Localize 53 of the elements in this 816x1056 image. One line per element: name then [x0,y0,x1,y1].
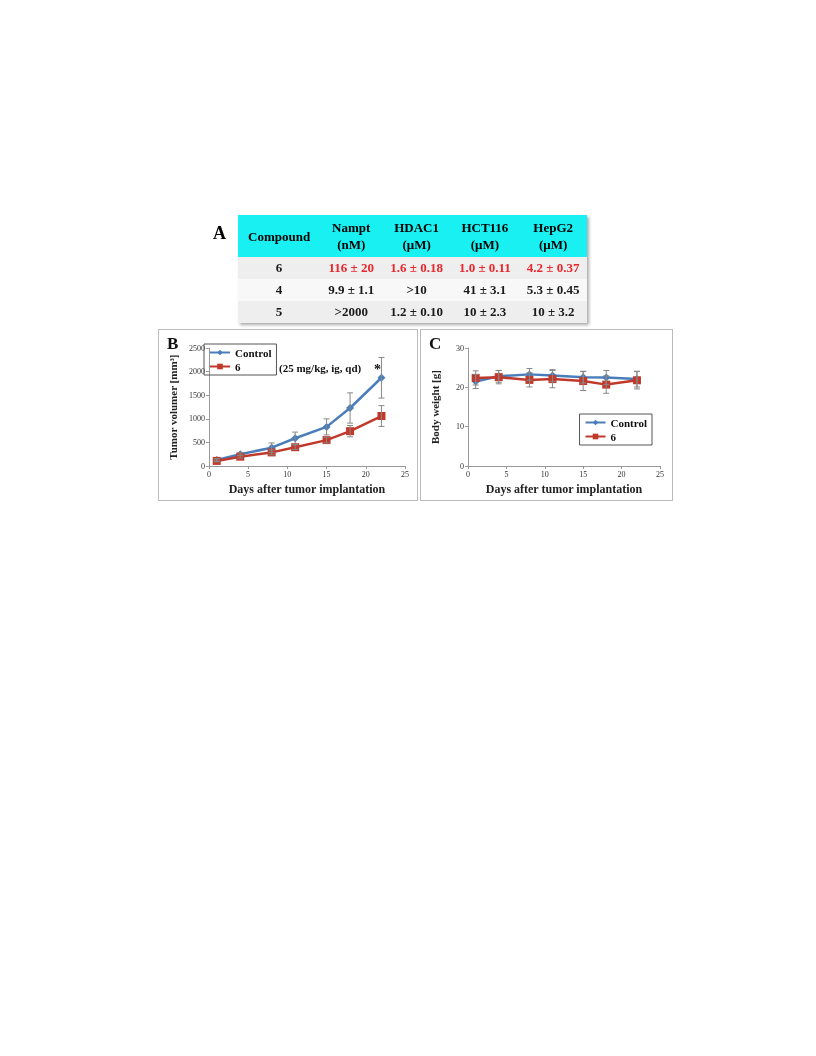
y-tick-label: 10 [456,422,464,432]
x-tick-label: 20 [617,469,626,479]
y-tick-label: 2000 [188,367,205,377]
x-tick-label: 5 [504,469,509,479]
y-tick-label: 20 [456,382,464,392]
x-tick-label: 5 [246,469,251,479]
x-tick-label: 20 [361,469,370,479]
x-tick-label: 25 [656,469,664,479]
category-label: HepG2 (μM) [532,219,575,254]
text: 4 [275,282,283,297]
annotation: * [374,361,381,377]
text: 1.6 ± 0.18 [390,260,443,275]
text: 41 ± 3.1 [463,282,507,297]
annotation: (25 mg/kg, ig, qd) [279,361,362,375]
legend-label: 6 [610,430,617,443]
y-tick-label: 0 [460,461,464,471]
category-label: Compound [247,227,312,246]
text: 1.0 ± 0.11 [458,260,511,275]
text: 5 [275,304,283,319]
y-tick-label: 1500 [188,390,205,400]
category-label: Nampt (nM) [331,219,372,254]
x-tick-label: 15 [322,469,331,479]
y-tick-label: 500 [192,437,205,447]
legend-label: 6 [235,360,241,373]
category-label: HDAC1 (μM) [393,219,440,254]
category-label: HCT116 (μM) [460,219,510,254]
chart-title: C [429,334,442,353]
x-tick-label: 10 [540,469,549,479]
text: 6 [275,260,283,275]
legend-label: Control [610,416,647,429]
text: >10 [406,282,427,297]
chart-title: B [167,334,179,353]
text: 10 ± 3.2 [531,304,575,319]
x-tick-label: 15 [579,469,588,479]
x-axis-title: Days after tumor implantation [485,482,643,496]
text: 9.9 ± 1.1 [328,282,375,297]
text: 1.2 ± 0.10 [390,304,443,319]
y-tick-label: 1000 [188,414,205,424]
x-axis-title: Days after tumor implantation [228,482,386,496]
text: 10 ± 2.3 [463,304,507,319]
text: >2000 [334,304,368,319]
text: 116 ± 20 [328,260,374,275]
legend-label: Control [235,346,272,359]
x-tick-label: 25 [401,469,409,479]
y-axis-title: Tumor volumer [mm³] [166,354,179,460]
y-tick-label: 30 [456,343,464,353]
y-axis-title: Body weight [g] [428,370,441,445]
x-tick-label: 10 [283,469,292,479]
text: A [213,223,226,244]
text: 5.3 ± 0.45 [526,282,580,297]
y-tick-label: 2500 [188,343,205,353]
text: 4.2 ± 0.37 [526,260,580,275]
y-tick-label: 0 [200,461,205,471]
